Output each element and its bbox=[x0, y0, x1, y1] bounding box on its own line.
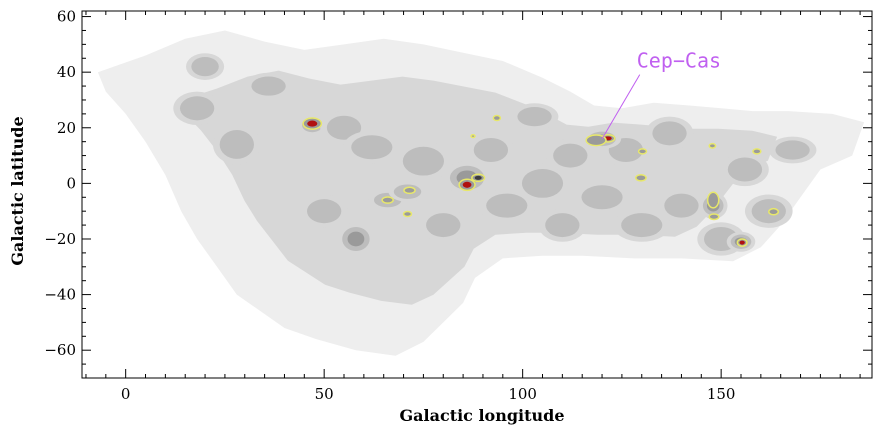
density-peak-0 bbox=[302, 117, 323, 130]
peak-outline-10 bbox=[637, 148, 648, 155]
cloud-clump-5-level-3 bbox=[326, 115, 362, 140]
peak-outline-9 bbox=[585, 134, 607, 147]
cloud-clump-7-level-4 bbox=[347, 231, 365, 247]
plot-frame bbox=[81, 10, 873, 379]
x-tick-label: 100 bbox=[508, 385, 537, 403]
x-axis-ticks: 0 50 100 150 bbox=[85, 11, 861, 403]
x-tick-label: 0 bbox=[121, 385, 131, 403]
peak-outline-5 bbox=[402, 210, 413, 218]
density-peak-6 bbox=[492, 114, 502, 122]
annotation-leader-line bbox=[601, 74, 641, 140]
peak-core-2 bbox=[474, 175, 482, 180]
density-peak-13 bbox=[752, 148, 762, 155]
peak-core-17 bbox=[739, 240, 745, 245]
cloud-clump-23-level-3 bbox=[652, 121, 687, 146]
peak-outline-16 bbox=[768, 207, 780, 216]
cloud-clump-2-level-3 bbox=[219, 130, 254, 159]
cloud-clump-20-level-3 bbox=[581, 185, 623, 210]
density-peak-12 bbox=[708, 142, 717, 149]
cloud-clump-19-level-3 bbox=[553, 143, 588, 168]
cloud-clump-8-level-3 bbox=[307, 199, 342, 224]
density-peak-16 bbox=[768, 207, 780, 216]
y-tick-label: −40 bbox=[44, 286, 76, 304]
cloud-clump-3-level-3 bbox=[251, 76, 286, 96]
y-tick-label: 20 bbox=[57, 119, 76, 137]
peak-outline-7 bbox=[470, 133, 476, 139]
density-peak-4 bbox=[403, 186, 416, 195]
y-tick-label: 40 bbox=[57, 63, 76, 81]
cloud-clump-15-level-3 bbox=[486, 193, 528, 218]
cloud-clump-17-level-3 bbox=[521, 168, 564, 198]
y-axis-ticks: −60 −40 −20 0 20 40 60 bbox=[44, 8, 872, 379]
density-peak-10 bbox=[637, 148, 648, 155]
high-density-peaks-layer bbox=[302, 114, 780, 247]
density-peak-15 bbox=[708, 213, 720, 221]
x-tick-label: 50 bbox=[315, 385, 334, 403]
density-peak-2 bbox=[471, 173, 486, 183]
density-peak-1 bbox=[458, 178, 476, 192]
y-tick-label: 0 bbox=[66, 174, 76, 192]
density-peak-17 bbox=[736, 238, 748, 247]
cloud-clump-26-level-3 bbox=[727, 157, 763, 182]
density-peak-11 bbox=[635, 174, 647, 182]
cloud-clump-1-level-3 bbox=[179, 96, 215, 121]
cloud-clump-24-level-3 bbox=[664, 193, 699, 218]
annotation-label-cep-cas: Cep−Cas bbox=[637, 49, 721, 73]
peak-core-0 bbox=[307, 120, 318, 127]
cloud-clump-18-level-3 bbox=[545, 213, 580, 238]
cloud-clump-11-level-3 bbox=[402, 146, 444, 176]
density-peak-5 bbox=[402, 210, 413, 218]
y-tick-label: 60 bbox=[57, 8, 76, 26]
cloud-clump-12-level-3 bbox=[426, 213, 461, 238]
peak-outline-6 bbox=[492, 114, 502, 122]
peak-outline-12 bbox=[708, 142, 717, 149]
peak-core-1 bbox=[462, 181, 472, 188]
peak-outline-4 bbox=[403, 186, 416, 195]
density-peak-14 bbox=[706, 191, 720, 209]
x-tick-label: 150 bbox=[707, 385, 736, 403]
cloud-clump-0-level-3 bbox=[191, 56, 219, 77]
cloud-clump-6-level-3 bbox=[351, 135, 393, 160]
x-axis-title: Galactic longitude bbox=[399, 406, 564, 425]
y-tick-label: −60 bbox=[44, 341, 76, 359]
density-peak-7 bbox=[470, 133, 476, 139]
peak-outline-11 bbox=[635, 174, 647, 182]
density-peak-9 bbox=[585, 134, 607, 147]
cloud-clump-22-level-3 bbox=[621, 213, 663, 238]
peak-outline-14 bbox=[706, 191, 720, 209]
y-axis-title: Galactic latitude bbox=[8, 116, 27, 265]
y-tick-label: −20 bbox=[44, 230, 76, 248]
peak-outline-13 bbox=[752, 148, 762, 155]
peak-outline-15 bbox=[708, 213, 720, 221]
cloud-clump-16-level-3 bbox=[517, 107, 552, 127]
cloud-clump-14-level-3 bbox=[473, 138, 509, 163]
peak-outline-3 bbox=[381, 196, 394, 204]
density-peak-3 bbox=[381, 196, 394, 204]
cloud-clump-28-level-3 bbox=[775, 140, 810, 160]
